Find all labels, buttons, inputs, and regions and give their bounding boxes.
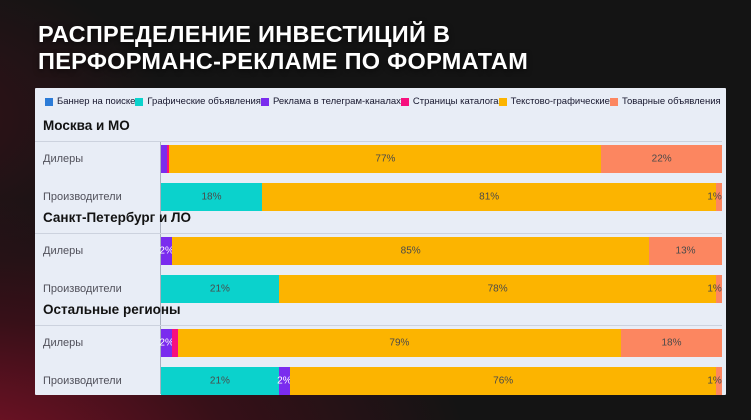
stacked-bar: 2% 79% 18% — [159, 329, 722, 357]
legend-swatch-icon — [498, 97, 507, 106]
bar-segment-label: 85% — [400, 245, 421, 257]
legend-item: Реклама в телеграм-каналах — [260, 96, 401, 107]
legend-swatch-icon — [135, 97, 144, 106]
legend-swatch-icon — [609, 97, 618, 106]
stacked-bar: 2% 85% 13% — [159, 237, 722, 265]
group-header: Москва и МО — [43, 118, 130, 133]
bar-segment — [166, 145, 170, 173]
bar-segment: 77% — [169, 145, 602, 173]
group-header: Остальные регионы — [43, 302, 181, 317]
bar-segment-label: 79% — [389, 337, 410, 349]
legend-label: Графические объявления — [147, 96, 261, 107]
slide-title-line-1: РАСПРЕДЕЛЕНИЕ ИНВЕСТИЦИЙ В — [38, 21, 451, 47]
bar-segment-label: 81% — [479, 191, 500, 203]
bar-segment — [172, 329, 178, 357]
row-label: Дилеры — [43, 337, 84, 349]
legend-item: Страницы каталога — [400, 96, 499, 107]
legend-swatch-icon — [400, 97, 409, 106]
slide-title-line-2: ПЕРФОРМАНС-РЕКЛАМЕ ПО ФОРМАТАМ — [38, 47, 529, 74]
bar-segment: 85% — [172, 237, 650, 265]
bar-segment-label: 77% — [375, 153, 396, 165]
bar-segment: 2% — [159, 329, 174, 357]
bar-segment-label: 21% — [209, 375, 230, 387]
bar-segment-label: 18% — [661, 337, 682, 349]
row-label: Производители — [43, 375, 122, 387]
bar-segment-label: 18% — [201, 191, 222, 203]
row-label: Производители — [43, 191, 122, 203]
bar-segment-label: 1% — [707, 375, 722, 387]
bar-segment-label: 2% — [159, 245, 174, 257]
bar-segment: 1% — [707, 183, 722, 211]
group-header: Санкт-Петербург и ЛО — [43, 210, 191, 225]
bar-segment: 13% — [649, 237, 722, 265]
legend-item: Текстово-графические — [498, 96, 610, 107]
bar-segment: 22% — [601, 145, 722, 173]
legend-label: Страницы каталога — [412, 96, 499, 107]
legend-swatch-icon — [45, 97, 53, 106]
legend-item: Товарные объявления — [609, 96, 721, 107]
group-divider — [35, 141, 722, 142]
legend-item: Баннер на поиске — [45, 96, 135, 107]
bar-segment: 2% — [159, 237, 174, 265]
bar-segment-label: 13% — [675, 245, 696, 257]
row-label: Производители — [43, 283, 122, 295]
bar-segment: 21% — [161, 275, 279, 303]
bar-segment: 78% — [278, 275, 717, 303]
bar-segment-label: 1% — [707, 191, 722, 203]
bar-segment: 21% — [161, 367, 279, 395]
row-label: Дилеры — [43, 153, 84, 165]
bar-segment: 18% — [161, 183, 262, 211]
slide-title: РАСПРЕДЕЛЕНИЕ ИНВЕСТИЦИЙ В ПЕРФОРМАНС-РЕ… — [38, 21, 678, 74]
bar-segment: 76% — [290, 367, 717, 395]
legend-swatch-icon — [260, 97, 269, 106]
stacked-bar: 77% 22% — [161, 145, 722, 173]
group-divider — [35, 325, 722, 326]
bar-segment: 1% — [707, 275, 722, 303]
bar-segment — [161, 145, 167, 173]
stacked-bar: 21% 78% 1% — [161, 275, 722, 303]
legend-item: Графические объявления — [135, 96, 261, 107]
bar-segment: 81% — [261, 183, 717, 211]
stacked-bar: 18% 81% 1% — [161, 183, 722, 211]
row-label: Дилеры — [43, 245, 84, 257]
legend-label: Баннер на поиске — [57, 96, 136, 107]
bar-segment: 2% — [277, 367, 292, 395]
bar-segment-label: 22% — [651, 153, 672, 165]
chart-panel: Баннер на поиске Графические объявления Ре… — [35, 88, 726, 395]
legend-label: Товарные объявления — [621, 96, 721, 107]
legend-label: Реклама в телеграм-каналах — [272, 96, 401, 107]
bar-segment-label: 21% — [209, 283, 230, 295]
bar-segment-label: 78% — [487, 283, 508, 295]
group-divider — [35, 233, 722, 234]
stacked-bar: 21% 2% 76% 1% — [161, 367, 722, 395]
bar-segment: 79% — [177, 329, 622, 357]
bar-segment: 1% — [707, 367, 722, 395]
bar-segment: 18% — [621, 329, 722, 357]
bar-segment-label: 76% — [493, 375, 514, 387]
legend-label: Текстово-графические — [510, 96, 610, 107]
bar-segment-label: 1% — [707, 283, 722, 295]
y-axis-line — [160, 141, 161, 394]
bar-segment-label: 2% — [277, 375, 292, 387]
bar-segment-label: 2% — [159, 337, 174, 349]
chart-legend: Баннер на поиске Графические объявления Ре… — [35, 88, 726, 115]
